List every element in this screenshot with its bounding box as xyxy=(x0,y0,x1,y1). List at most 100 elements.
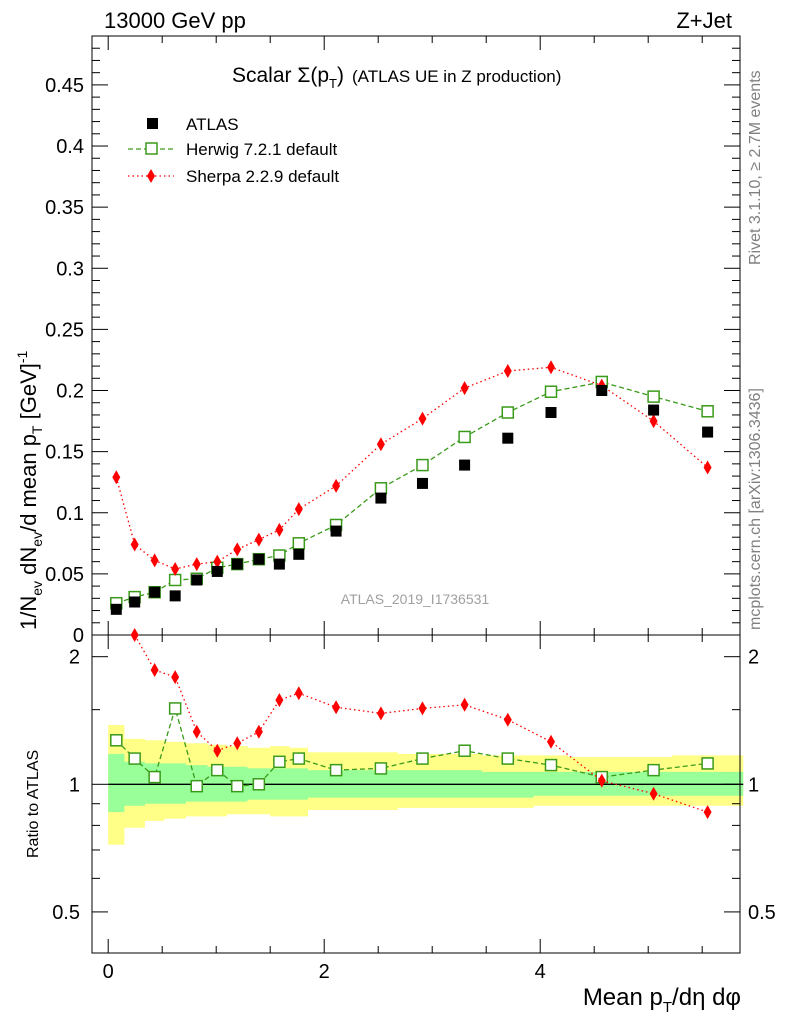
main-atlas-point xyxy=(273,558,285,570)
main-atlas-point xyxy=(253,553,265,565)
main-atlas-point xyxy=(191,574,203,586)
main-sherpa-point xyxy=(418,411,427,426)
y-tick-label: 0.15 xyxy=(45,442,84,464)
ratio-sherpa-point xyxy=(376,706,385,721)
main-sherpa-point xyxy=(649,414,658,429)
ratio-sherpa-point xyxy=(332,700,341,715)
legend-herwig-marker xyxy=(145,142,158,155)
x-tick-label: 4 xyxy=(535,961,546,983)
ratio-herwig-point xyxy=(544,758,558,772)
main-sherpa-point xyxy=(112,470,121,485)
chart-title: Scalar Σ(pT) (ATLAS UE in Z production) xyxy=(232,64,561,91)
ratio-herwig-point xyxy=(231,779,244,793)
main-sherpa-point xyxy=(547,360,555,375)
main-atlas-point xyxy=(330,525,342,537)
ratio-y-tick-label: 1 xyxy=(69,774,80,796)
y-tick-label: 0.3 xyxy=(56,258,84,280)
main-sherpa-point xyxy=(460,381,469,396)
y-tick-label: 0.2 xyxy=(56,381,84,403)
ratio-sherpa-point xyxy=(649,786,658,801)
ratio-sherpa-point xyxy=(547,734,555,749)
main-atlas-point xyxy=(231,558,243,570)
ratio-y-tick-label-right: 2 xyxy=(748,647,759,669)
ratio-y-tick-label-right: 0.5 xyxy=(748,902,776,924)
ratio-sherpa-point xyxy=(171,670,180,685)
main-atlas-point xyxy=(545,407,557,419)
main-atlas-point xyxy=(596,385,608,397)
x-axis-label: Mean pT/dη dφ xyxy=(583,984,741,1016)
ratio-y-tick-label-right: 1 xyxy=(748,774,759,796)
legend-herwig-label: Herwig 7.2.1 default xyxy=(186,140,337,159)
ratio-herwig-point xyxy=(211,763,224,777)
ratio-herwig-point xyxy=(701,757,714,770)
main-sherpa-point xyxy=(192,557,201,572)
main-atlas-point xyxy=(375,492,387,504)
main-sherpa-line xyxy=(115,366,709,570)
main-herwig-point xyxy=(501,406,515,419)
y-tick-label: 0.4 xyxy=(56,136,84,158)
ratio-sherpa-point xyxy=(150,663,159,678)
main-herwig-point xyxy=(416,458,429,472)
ratio-herwig-point xyxy=(374,762,388,775)
ratio-herwig-point xyxy=(416,752,429,765)
ratio-sherpa-point xyxy=(213,743,222,758)
energy-label: 13000 GeV pp xyxy=(104,8,246,33)
ratio-sherpa-point xyxy=(418,701,427,716)
x-tick-label: 0 xyxy=(103,961,114,983)
ratio-band-inner xyxy=(108,753,744,813)
main-data-marks xyxy=(110,360,714,615)
y-tick-label: 0.05 xyxy=(45,564,84,586)
main-atlas-point xyxy=(129,596,141,608)
ratio-sherpa-point xyxy=(233,736,242,751)
y-tick-label: 0 xyxy=(73,625,84,647)
legend-atlas-marker xyxy=(147,118,158,129)
ratio-herwig-point xyxy=(168,702,182,715)
main-sherpa-point xyxy=(503,363,512,378)
main-atlas-point xyxy=(459,459,471,471)
main-sherpa-point xyxy=(171,561,180,576)
legend: ATLAS Herwig 7.2.1 default Sherpa 2.2.9 … xyxy=(128,115,339,186)
main-herwig-point xyxy=(647,390,660,403)
main-atlas-point xyxy=(169,590,181,602)
ratio-sherpa-point xyxy=(597,773,606,788)
main-sherpa-point xyxy=(213,554,222,569)
ratio-herwig-point xyxy=(501,752,515,765)
main-atlas-point xyxy=(149,586,161,598)
ratio-uncertainty-bands xyxy=(108,725,744,845)
ratio-herwig-point xyxy=(329,763,343,777)
main-sherpa-point xyxy=(275,522,284,537)
main-atlas-point xyxy=(211,565,223,577)
ratio-sherpa-point xyxy=(503,712,512,727)
main-herwig-point xyxy=(292,537,306,550)
ratio-sherpa-point xyxy=(192,724,201,739)
ratio-sherpa-point xyxy=(460,697,469,712)
ratio-herwig-point xyxy=(252,778,266,791)
legend-sherpa-marker xyxy=(147,169,155,183)
ratio-plot-frame xyxy=(91,634,741,954)
main-atlas-point xyxy=(702,426,714,438)
main-sherpa-point xyxy=(254,532,263,547)
main-sherpa-point xyxy=(703,460,712,475)
y-tick-label: 0.1 xyxy=(56,503,84,525)
ratio-herwig-point xyxy=(128,752,141,765)
ratio-herwig-point xyxy=(458,744,471,757)
ratio-herwig-point xyxy=(273,755,286,769)
x-tick-label: 2 xyxy=(319,961,330,983)
ratio-herwig-point xyxy=(190,779,204,793)
rivet-label: Rivet 3.1.10, ≥ 2.7M events xyxy=(747,70,764,265)
main-herwig-point xyxy=(458,430,471,444)
y-axis-label: 1/Nev dNev/d mean pT [GeV]-1 xyxy=(14,350,45,630)
main-herwig-point xyxy=(544,385,558,398)
main-atlas-point xyxy=(416,477,428,489)
ratio-herwig-point xyxy=(110,734,123,747)
y-tick-label: 0.45 xyxy=(45,75,84,97)
ratio-data-marks xyxy=(110,628,714,820)
main-herwig-point xyxy=(374,482,388,495)
ratio-sherpa-point xyxy=(703,805,712,820)
y-tick-label: 0.35 xyxy=(45,197,84,219)
process-label: Z+Jet xyxy=(676,8,732,33)
legend-sherpa-label: Sherpa 2.2.9 default xyxy=(186,167,339,186)
ratio-herwig-point xyxy=(647,763,660,777)
ratio-sherpa-point xyxy=(254,724,263,739)
